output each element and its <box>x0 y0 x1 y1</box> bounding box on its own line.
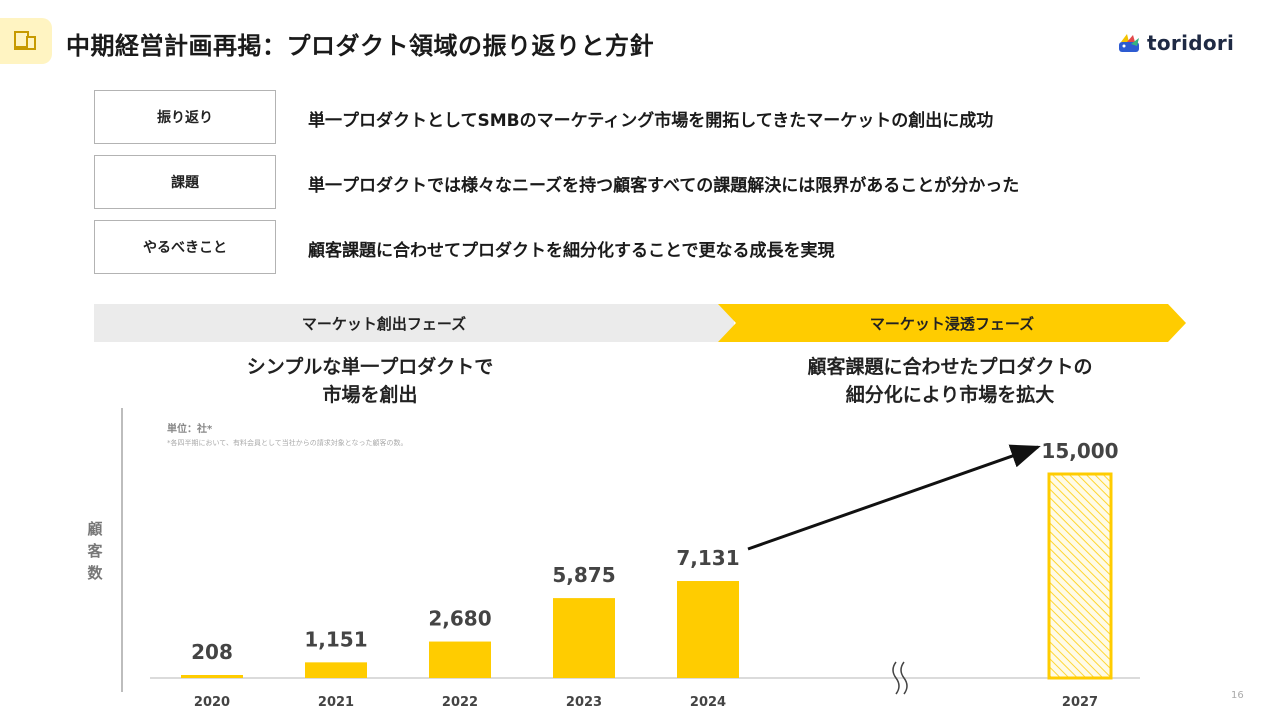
phase-penetration-bg <box>718 304 1186 342</box>
logo-text: toridori <box>1147 31 1235 55</box>
subtitle-line: シンプルな単一プロダクトで <box>246 356 494 378</box>
row-review: 振り返り 単一プロダクトとしてSMBのマーケティング市場を開拓してきたマーケット… <box>94 90 1194 146</box>
phase-penetration-label: マーケット浸透フェーズ <box>869 314 1035 333</box>
bar-2023 <box>553 598 615 678</box>
bird-logo-icon <box>1119 34 1139 52</box>
row-text: 単一プロダクトでは様々なニーズを持つ顧客すべての課題解決には限界があることが分か… <box>308 176 1020 196</box>
value-label: 1,151 <box>304 627 367 651</box>
value-label: 208 <box>191 640 233 664</box>
page-number: 16 <box>1231 690 1244 701</box>
phase-penetration: マーケット浸透フェーズ <box>718 304 1186 342</box>
page-title: 中期経営計画再掲：プロダクト領域の振り返りと方針 <box>66 32 654 60</box>
value-label: 15,000 <box>1041 439 1118 463</box>
header-badge <box>0 18 52 64</box>
footnote: *各四半期において、有料会員として当社からの請求対象となった顧客の数。 <box>167 439 408 447</box>
x-tick-label: 2021 <box>318 695 354 710</box>
devices-icon <box>14 31 36 50</box>
x-tick-label: 2023 <box>566 695 602 710</box>
x-tick-label: 2027 <box>1062 695 1098 710</box>
bar-2027 <box>1047 472 1113 680</box>
value-label: 2,680 <box>428 607 491 631</box>
logo: toridori <box>1117 30 1234 56</box>
row-issue: 課題 単一プロダクトでは様々なニーズを持つ顧客すべての課題解決には限界があること… <box>94 155 1194 211</box>
phase-creation-label: マーケット創出フェーズ <box>301 314 467 333</box>
row-todo: やるべきこと 顧客課題に合わせてプロダクトを細分化することで更なる成長を実現 <box>94 220 1194 276</box>
x-tick-label: 2022 <box>442 695 478 710</box>
row-text: 顧客課題に合わせてプロダクトを細分化することで更なる成長を実現 <box>308 241 835 261</box>
row-label: 課題 <box>94 155 276 209</box>
value-label: 5,875 <box>552 563 615 587</box>
phase-creation-subtitle: シンプルな単一プロダクトで 市場を創出 <box>190 353 550 409</box>
row-label: やるべきこと <box>94 220 276 274</box>
subtitle-line: 顧客課題に合わせたプロダクトの <box>807 356 1093 378</box>
bar-2021 <box>305 662 367 678</box>
growth-arrow <box>747 444 1041 551</box>
bar-2024 <box>677 581 739 678</box>
x-tick-label: 2024 <box>690 695 726 710</box>
phase-creation: マーケット創出フェーズ <box>94 304 734 342</box>
axis-break-icon <box>892 661 908 695</box>
value-label: 7,131 <box>676 546 739 570</box>
subtitle-line: 細分化により市場を拡大 <box>845 384 1055 406</box>
phase-creation-bg <box>94 304 734 342</box>
phase-penetration-subtitle: 顧客課題に合わせたプロダクトの 細分化により市場を拡大 <box>760 353 1140 409</box>
bar-2020 <box>181 675 243 678</box>
unit-note: 単位：社* <box>167 424 213 435</box>
bar-2022 <box>429 641 491 678</box>
row-label: 振り返り <box>94 90 276 144</box>
subtitle-line: 市場を創出 <box>322 384 418 406</box>
y-axis-title: 顧客数 <box>87 520 103 582</box>
x-tick-label: 2020 <box>194 695 230 710</box>
row-text: 単一プロダクトとしてSMBのマーケティング市場を開拓してきたマーケットの創出に成… <box>308 111 994 131</box>
